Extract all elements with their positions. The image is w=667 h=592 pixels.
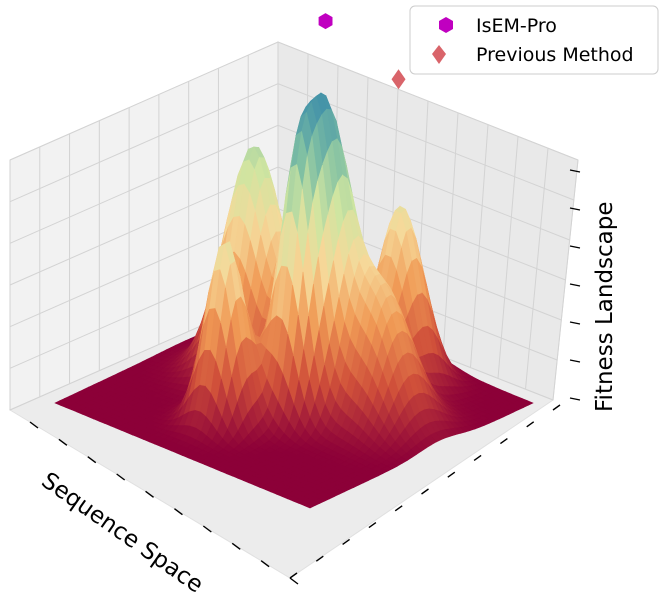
legend-previous-method-marker	[432, 45, 446, 64]
y-tick	[421, 488, 429, 495]
x-tick	[145, 490, 154, 498]
x-tick	[58, 438, 68, 446]
marker-isem-pro	[318, 13, 333, 30]
x-tick	[289, 577, 299, 585]
surface	[54, 92, 534, 509]
x-tick	[174, 508, 183, 516]
x-tick	[116, 473, 126, 481]
z-tick	[569, 359, 581, 363]
z-tick	[569, 283, 581, 287]
y-tick	[394, 505, 403, 512]
y-tick	[342, 538, 351, 545]
gridline	[9, 41, 579, 161]
isem-pro-point	[318, 13, 333, 30]
z-axis-label: Fitness Landscape	[592, 201, 618, 412]
axis-ticks	[29, 169, 581, 585]
z-tick	[569, 321, 581, 325]
z-tick	[569, 245, 581, 249]
y-tick	[473, 454, 482, 461]
x-tick	[29, 421, 39, 429]
legend: IsEM-Pro Previous Method	[409, 5, 659, 75]
y-tick	[499, 438, 508, 445]
marker-previous-method	[391, 69, 406, 90]
y-tick	[289, 572, 298, 579]
y-tick	[315, 555, 324, 562]
surface-facet	[303, 503, 316, 509]
y-tick	[526, 421, 535, 428]
z-tick	[569, 169, 581, 173]
x-tick	[231, 542, 241, 550]
gridline	[9, 83, 575, 203]
legend-isem-pro-marker	[439, 17, 453, 33]
y-tick	[368, 522, 377, 529]
z-tick	[569, 207, 581, 211]
y-tick	[552, 404, 561, 411]
legend-isem-pro-label: IsEM-Pro	[476, 15, 557, 37]
x-tick	[87, 456, 97, 464]
gridline	[9, 166, 566, 286]
legend-box	[409, 5, 659, 75]
z-tick	[569, 397, 581, 401]
y-tick	[447, 471, 456, 478]
x-tick	[202, 525, 212, 533]
legend-previous-method-label: Previous Method	[476, 44, 634, 66]
x-tick	[260, 560, 270, 568]
previous-method-point	[391, 69, 406, 90]
gridline	[9, 124, 570, 244]
